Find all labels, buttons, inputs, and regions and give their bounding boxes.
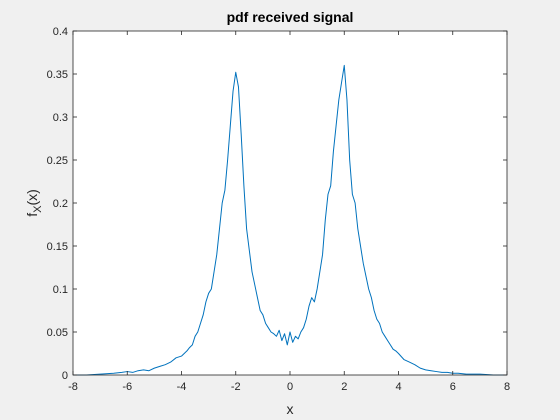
x-axis-label: x (287, 401, 294, 417)
svg-text:fX(x): fX(x) (24, 189, 44, 217)
x-tick-label: -4 (177, 381, 187, 393)
x-tick-label: -8 (68, 381, 78, 393)
y-tick-label: 0.1 (53, 284, 68, 296)
y-tick-label: 0.05 (47, 327, 68, 339)
series-layer (73, 64, 507, 376)
x-axis-ticks: -8 -6 -4 -2 0 2 4 6 8 (68, 31, 510, 393)
y-tick-label: 0.35 (47, 69, 68, 81)
x-tick-label: 4 (395, 381, 401, 393)
x-tick-label: -2 (231, 381, 241, 393)
x-tick-label: 2 (341, 381, 347, 393)
y-tick-label: 0 (62, 370, 68, 382)
y-axis-label-sub: X (32, 205, 44, 213)
y-axis-label-base: f (24, 213, 40, 217)
y-tick-label: 0.4 (53, 26, 68, 38)
series-line-1 (73, 64, 507, 376)
y-tick-label: 0.15 (47, 241, 68, 253)
chart-title: pdf received signal (227, 9, 354, 25)
plot-area (73, 31, 507, 375)
y-axis-label-suffix: (x) (24, 189, 40, 205)
x-tick-label: 8 (504, 381, 510, 393)
x-tick-label: 6 (450, 381, 456, 393)
y-axis-label: fX(x) (24, 189, 44, 217)
y-tick-label: 0.2 (53, 198, 68, 210)
x-tick-label: -6 (122, 381, 132, 393)
y-tick-label: 0.25 (47, 155, 68, 167)
y-axis-ticks: 0 0.05 0.1 0.15 0.2 0.25 0.3 0.35 0.4 (47, 26, 507, 382)
y-tick-label: 0.3 (53, 112, 68, 124)
x-tick-label: 0 (287, 381, 293, 393)
